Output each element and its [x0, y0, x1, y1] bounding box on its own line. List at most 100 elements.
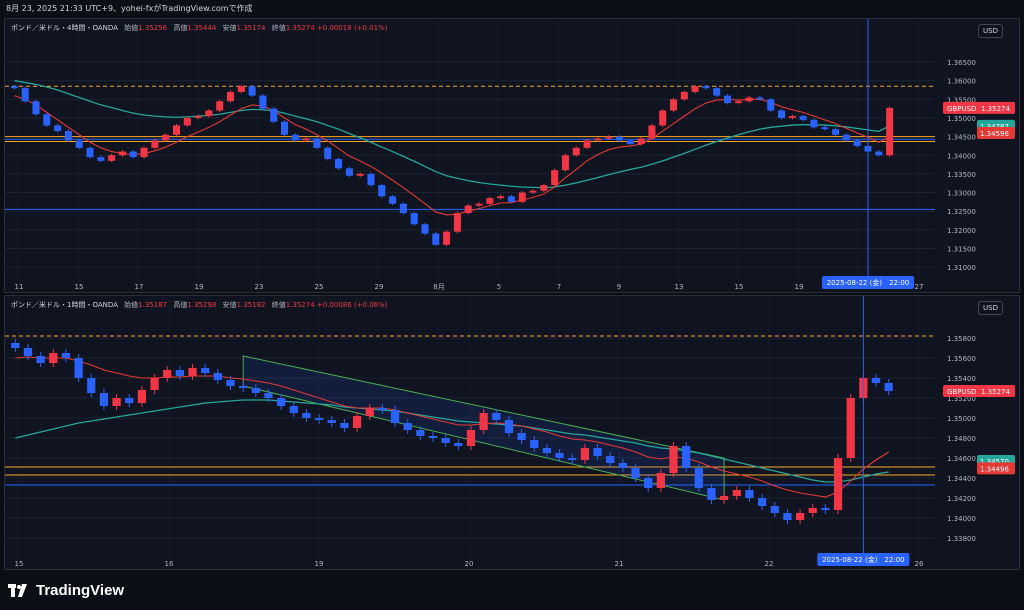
x-tick-label: 15 — [735, 283, 744, 291]
top-bar: 8月 23, 2025 21:33 UTC+9、yohei-fxがTrading… — [0, 0, 1024, 18]
candle-body — [74, 358, 83, 378]
candle-body — [150, 378, 159, 390]
indicator-tag-value: 1.34787 — [980, 123, 1009, 131]
price-tag-symbol: GBPUSD — [947, 388, 976, 396]
candle-body — [416, 430, 425, 436]
candle-body — [194, 116, 202, 118]
currency-button[interactable]: USD — [978, 24, 1003, 38]
candle-body — [795, 513, 805, 520]
candle-body — [568, 458, 577, 460]
ohlc-legend: ポンド／米ドル・4時間・OANDA 始値1.35256 高値1.35444 安値… — [11, 23, 388, 33]
candle-body — [49, 353, 58, 363]
candle-body — [833, 458, 843, 510]
candle-body — [561, 155, 569, 171]
candle-body — [669, 446, 678, 473]
x-tick-label: 13 — [675, 283, 684, 291]
y-tick-label: 1.33800 — [947, 535, 976, 543]
candle-body — [251, 388, 260, 393]
x-tick-label: 19 — [795, 283, 804, 291]
candle-body — [43, 114, 51, 126]
legend-symbol: ポンド／米ドル・4時間・OANDA — [11, 24, 118, 32]
candle-body — [140, 147, 148, 158]
candle-body — [799, 116, 807, 120]
candle-body — [756, 97, 764, 100]
y-tick-label: 1.34800 — [947, 435, 976, 443]
candle-body — [720, 496, 729, 500]
candle-body — [399, 203, 407, 214]
y-tick-label: 1.35600 — [947, 355, 976, 363]
candle-body — [302, 138, 310, 141]
candle-body — [466, 430, 476, 446]
ohlc-legend: ポンド／米ドル・1時間・OANDA 始値1.35187 高値1.35298 安値… — [11, 300, 388, 310]
candle-body — [239, 386, 248, 388]
chart-pane-4h[interactable]: 1.36500 1.36000 1.35500 1.35000 1.34500 1.340… — [4, 18, 1020, 293]
legend-close-label: 終値 — [271, 301, 286, 309]
candle-body — [842, 134, 850, 141]
x-tick-label: 25 — [315, 283, 324, 291]
candle-body — [345, 168, 353, 176]
candle-body — [767, 99, 775, 111]
candle-body — [757, 498, 767, 506]
legend-high-label: 高値 — [173, 24, 188, 32]
candle-body — [682, 446, 691, 468]
legend-open-label: 始値 — [124, 24, 139, 32]
candle-body — [853, 140, 861, 146]
candle-body — [302, 413, 311, 418]
candle-body — [875, 151, 883, 156]
tradingview-logo[interactable]: TradingView — [8, 582, 124, 599]
candle-body — [410, 213, 418, 225]
candle-body — [594, 138, 602, 141]
candle-body — [530, 440, 539, 448]
cursor-date-box — [821, 276, 914, 289]
candle-body — [213, 373, 222, 380]
candle-body — [669, 99, 678, 111]
chart-pane-1h[interactable]: 1.35800 1.35600 1.35400 1.35200 1.35000 1.348… — [4, 295, 1020, 570]
candle-body — [162, 134, 170, 141]
candle-body — [10, 86, 18, 89]
price-tag-symbol: GBPUSD — [947, 105, 976, 113]
candle-body — [540, 185, 548, 191]
chart-canvas-1h[interactable]: 1.35800 1.35600 1.35400 1.35200 1.35000 1.348… — [5, 296, 1020, 570]
candle-body — [778, 110, 786, 118]
candle-body — [365, 408, 374, 416]
candle-body — [23, 348, 33, 356]
candle-body — [583, 140, 591, 148]
x-tick-label: 26 — [915, 560, 924, 568]
indicator-tag-value: 1.34496 — [980, 465, 1009, 473]
currency-button[interactable]: USD — [978, 301, 1003, 315]
candle-body — [691, 86, 699, 92]
legend-close: 1.35274 — [285, 24, 315, 32]
candle-body — [151, 140, 159, 148]
candle-body — [680, 91, 688, 100]
candle-body — [421, 224, 429, 234]
indicator-tag-value: 1.34596 — [980, 130, 1009, 138]
y-tick-label: 1.35000 — [947, 415, 976, 423]
candle-body — [453, 213, 461, 232]
candle-body — [821, 127, 829, 130]
candle-body — [871, 378, 881, 383]
ema-slow-line — [15, 399, 889, 483]
candle-body — [125, 398, 134, 403]
x-tick-label: 19 — [315, 560, 324, 568]
legend-low: 1.35174 — [236, 24, 266, 32]
candle-body — [724, 95, 732, 104]
candle-body — [788, 116, 796, 118]
candle-body — [378, 185, 386, 197]
candle-body — [99, 393, 109, 406]
candle-body — [356, 173, 364, 176]
candle-body — [163, 370, 172, 378]
candle-body — [216, 101, 224, 111]
candle-body — [281, 121, 289, 135]
candle-body — [517, 433, 526, 440]
chart-canvas-4h[interactable]: 1.36500 1.36000 1.35500 1.35000 1.34500 1.340… — [5, 19, 1020, 293]
candle-body — [770, 506, 779, 513]
x-tick-label: 19 — [195, 283, 204, 291]
candle-body — [378, 408, 387, 410]
legend-high: 1.35444 — [187, 24, 217, 32]
candle-body — [340, 423, 349, 428]
candle-body — [327, 420, 336, 423]
candle-body — [529, 190, 537, 193]
candle-body — [352, 416, 362, 428]
candle-body — [277, 398, 286, 406]
candle-body — [551, 170, 559, 186]
